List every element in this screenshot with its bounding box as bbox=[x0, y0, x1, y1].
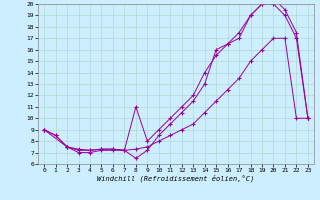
X-axis label: Windchill (Refroidissement éolien,°C): Windchill (Refroidissement éolien,°C) bbox=[97, 175, 255, 182]
